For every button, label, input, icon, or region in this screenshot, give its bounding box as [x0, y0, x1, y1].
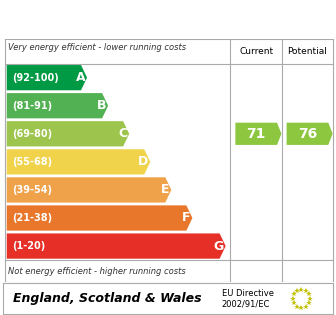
Polygon shape	[235, 123, 281, 145]
Polygon shape	[7, 233, 226, 259]
Text: Potential: Potential	[288, 47, 327, 56]
Polygon shape	[7, 149, 150, 175]
Text: E: E	[161, 183, 170, 197]
Text: 76: 76	[298, 127, 317, 141]
Text: EU Directive: EU Directive	[222, 289, 274, 298]
Text: C: C	[118, 127, 128, 140]
Text: (21-38): (21-38)	[12, 213, 52, 223]
Text: A: A	[76, 71, 85, 84]
Polygon shape	[7, 177, 171, 203]
Polygon shape	[7, 121, 129, 146]
Text: England, Scotland & Wales: England, Scotland & Wales	[13, 292, 202, 305]
Text: 2002/91/EC: 2002/91/EC	[222, 300, 270, 309]
Text: D: D	[138, 155, 149, 168]
Text: (81-91): (81-91)	[12, 101, 52, 111]
Text: G: G	[214, 240, 224, 253]
Polygon shape	[287, 123, 333, 145]
Text: Current: Current	[239, 47, 273, 56]
Text: (1-20): (1-20)	[12, 241, 45, 251]
Text: (92-100): (92-100)	[12, 73, 58, 83]
Text: (55-68): (55-68)	[12, 157, 52, 167]
Polygon shape	[7, 65, 87, 90]
Text: B: B	[97, 99, 107, 112]
Text: (69-80): (69-80)	[12, 129, 52, 139]
Text: 71: 71	[247, 127, 266, 141]
Text: (39-54): (39-54)	[12, 185, 52, 195]
Text: Not energy efficient - higher running costs: Not energy efficient - higher running co…	[8, 266, 186, 276]
Text: Energy Efficiency Rating: Energy Efficiency Rating	[63, 12, 273, 27]
Text: F: F	[182, 211, 191, 225]
Polygon shape	[7, 93, 108, 118]
Polygon shape	[7, 205, 193, 231]
Text: Very energy efficient - lower running costs: Very energy efficient - lower running co…	[8, 43, 186, 52]
